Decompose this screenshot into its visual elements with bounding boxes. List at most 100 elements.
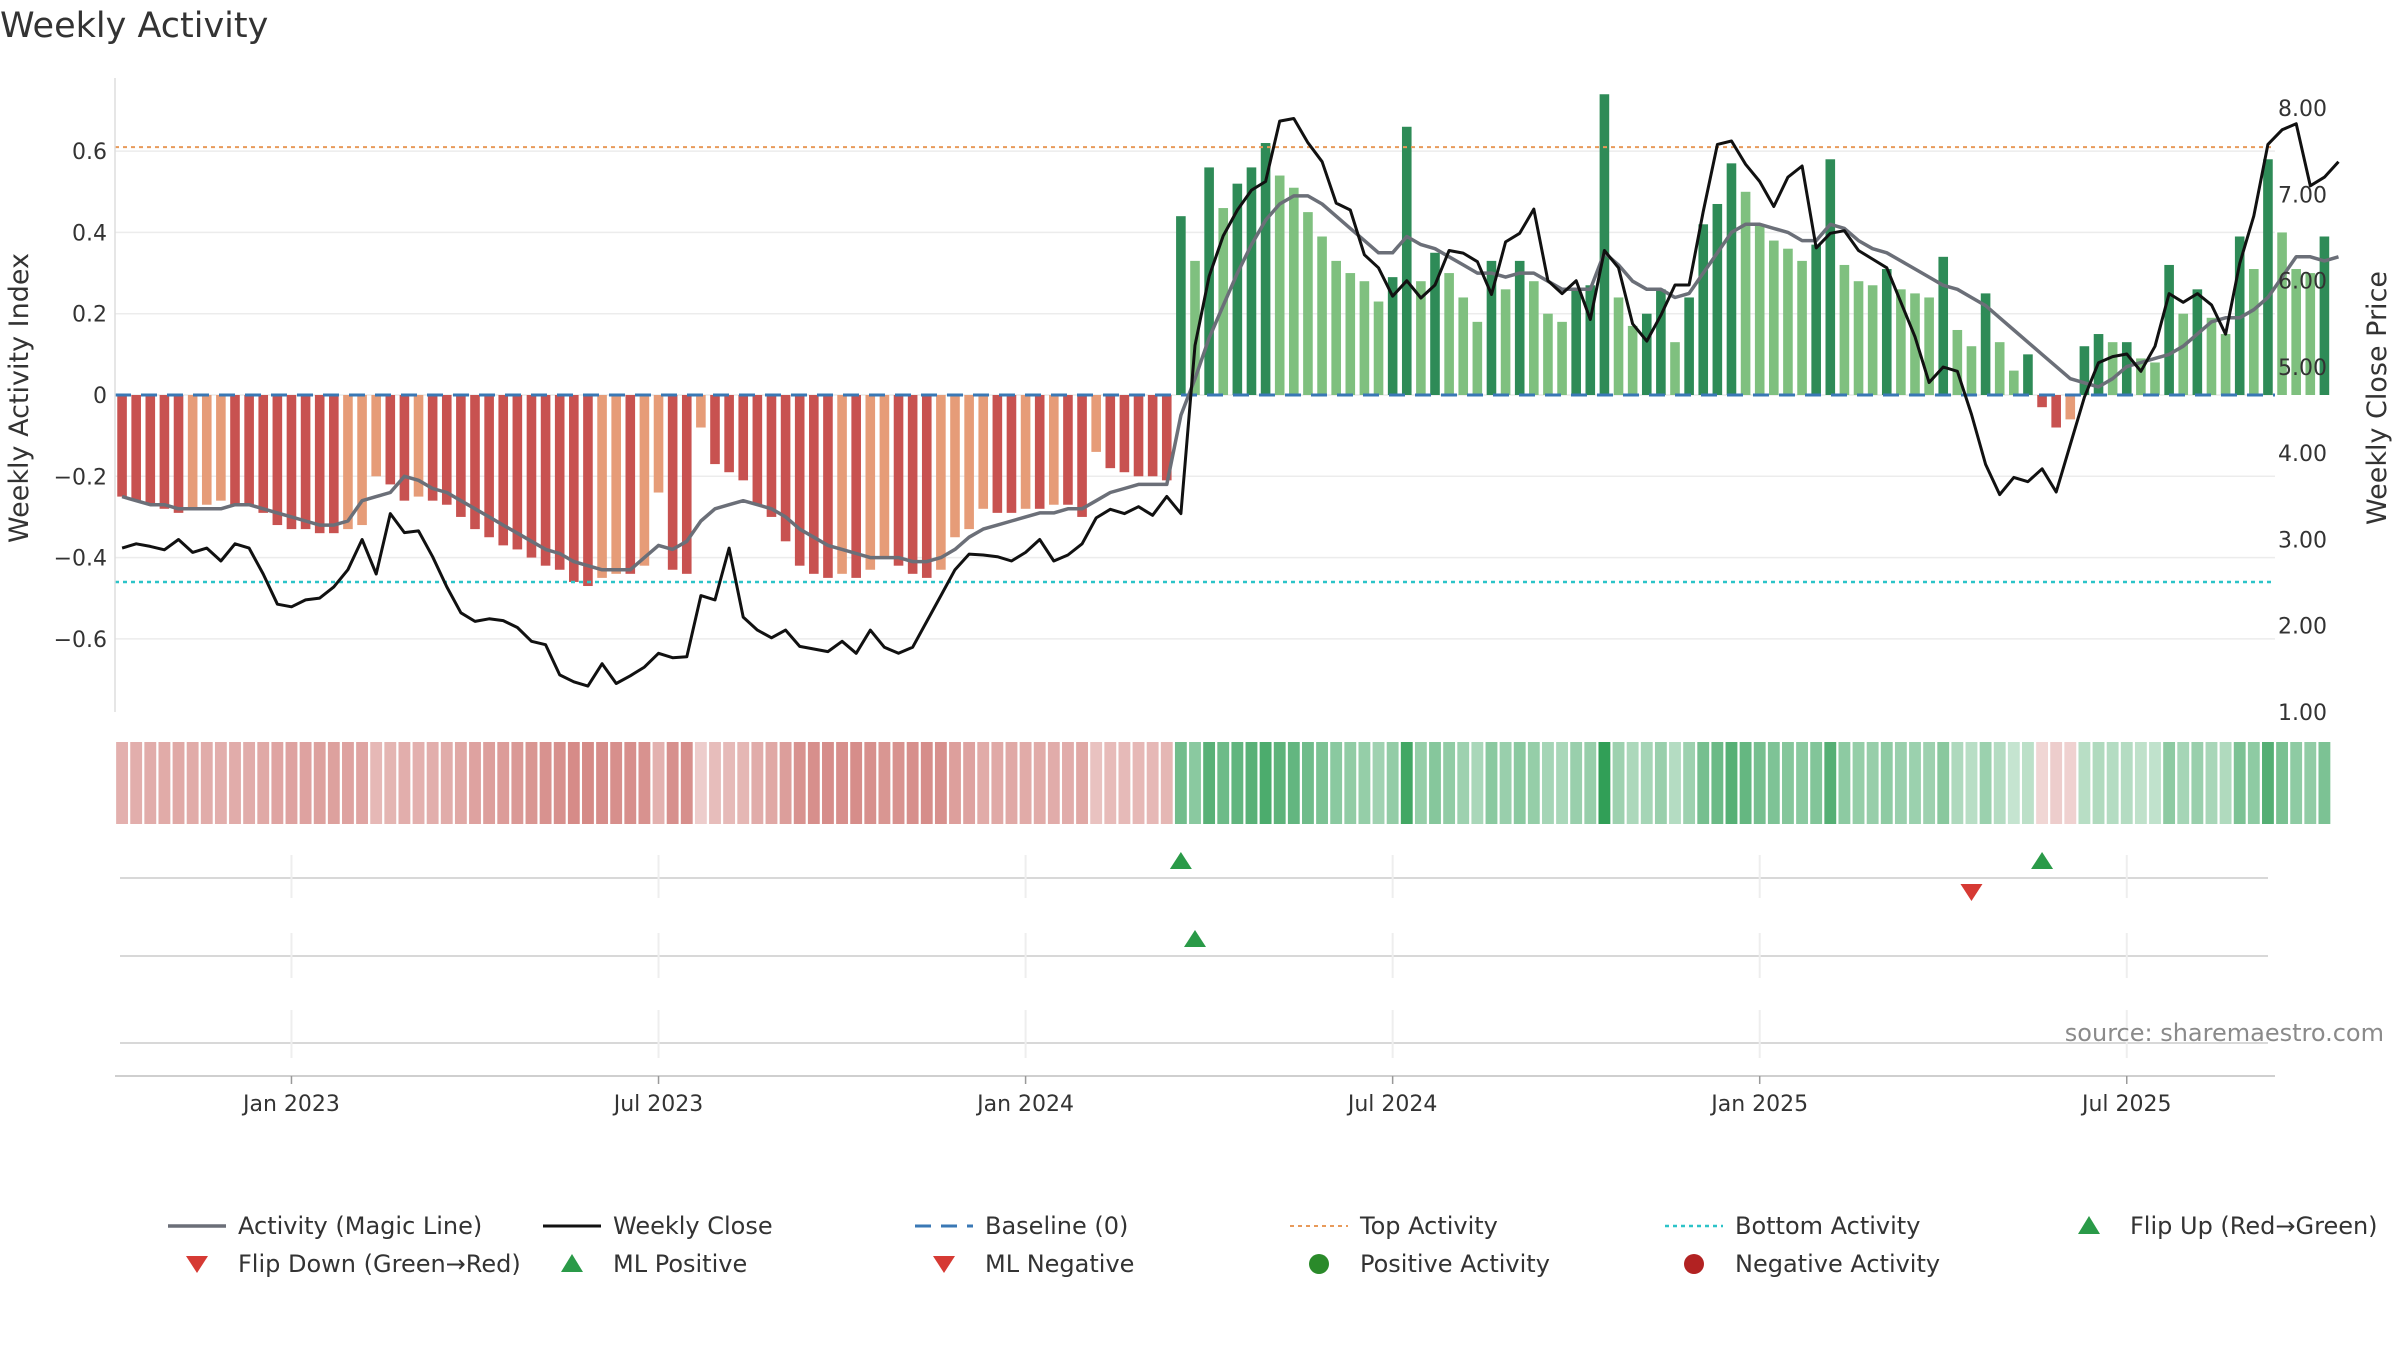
- y2-tick-label: 4.00: [2278, 442, 2327, 467]
- heat-cell: [1429, 742, 1441, 824]
- activity-bar: [2065, 395, 2076, 420]
- activity-bars: [117, 94, 2330, 587]
- activity-bar: [498, 395, 509, 546]
- heat-cell: [2247, 742, 2260, 824]
- heat-cell: [370, 742, 383, 824]
- activity-bar: [244, 395, 254, 505]
- heat-cell: [779, 742, 792, 824]
- activity-bar: [1246, 167, 1257, 395]
- activity-bar: [286, 395, 297, 530]
- activity-bar: [766, 395, 777, 517]
- activity-bar: [2249, 269, 2259, 395]
- heat-cell: [440, 742, 453, 824]
- activity-bar: [540, 395, 551, 566]
- heat-cell: [596, 742, 608, 824]
- heat-cell: [1330, 742, 1343, 824]
- activity-bar: [1359, 281, 1370, 395]
- heat-cell: [229, 742, 241, 824]
- activity-bar: [1289, 187, 1299, 395]
- heat-cell: [1951, 742, 1964, 824]
- y-tick-label: 0.2: [72, 303, 107, 328]
- activity-bar: [1190, 260, 1200, 395]
- heat-cell: [680, 742, 693, 824]
- activity-bar: [2023, 354, 2033, 395]
- heat-cell: [1471, 742, 1484, 824]
- activity-bar: [752, 395, 763, 505]
- heat-cell: [807, 742, 820, 824]
- heat-cell: [1386, 742, 1399, 824]
- activity-bar: [2079, 346, 2090, 395]
- heat-cell: [1189, 742, 1201, 824]
- heat-cell: [1231, 742, 1244, 824]
- y2-tick-label: 2.00: [2278, 615, 2327, 640]
- activity-bar: [823, 395, 833, 578]
- activity-bar: [780, 395, 791, 542]
- heat-cell: [483, 742, 496, 824]
- heat-cell: [1273, 742, 1286, 824]
- heat-cell: [1824, 742, 1837, 824]
- activity-bar: [724, 395, 734, 473]
- x-tick-label: Jan 2024: [975, 1092, 1074, 1117]
- activity-bar: [1585, 285, 1596, 395]
- heat-cell: [1796, 742, 1808, 824]
- legend-label: Weekly Close: [613, 1212, 773, 1240]
- heat-cell: [1104, 742, 1117, 824]
- activity-bar: [2037, 395, 2047, 408]
- heat-cell: [172, 742, 185, 824]
- heat-cell: [949, 742, 961, 824]
- heat-cell: [1753, 742, 1766, 824]
- y2-tick-label: 5.00: [2278, 356, 2327, 381]
- activity-bar: [1641, 313, 1652, 395]
- activity-bar: [2277, 232, 2287, 395]
- heat-cell: [469, 742, 481, 824]
- heat-cell: [709, 742, 721, 824]
- activity-bar: [2305, 273, 2316, 395]
- legend-label: ML Positive: [613, 1250, 747, 1278]
- activity-bar: [865, 395, 876, 570]
- activity-bar: [2150, 362, 2160, 395]
- activity-bar: [1345, 273, 1356, 395]
- activity-bar: [1020, 395, 1031, 509]
- activity-bar: [1853, 281, 1864, 395]
- x-tick-label: Jul 2023: [612, 1092, 704, 1117]
- activity-bar: [1387, 277, 1398, 395]
- activity-bar: [639, 395, 650, 566]
- heat-cell: [1866, 742, 1879, 824]
- heat-cell: [285, 742, 298, 824]
- activity-bar: [159, 395, 170, 509]
- legend-label: Flip Down (Green→Red): [238, 1250, 521, 1278]
- triangle-down-icon: [933, 1256, 955, 1273]
- activity-bar: [1839, 264, 1850, 395]
- heat-cell: [186, 742, 199, 824]
- y-tick-label: −0.6: [54, 628, 107, 653]
- heat-cell: [553, 742, 566, 824]
- heat-cell: [1570, 742, 1583, 824]
- activity-bar: [1811, 244, 1821, 395]
- activity-bar: [173, 395, 184, 513]
- heat-cell: [892, 742, 905, 824]
- heat-cell: [1047, 742, 1060, 824]
- heat-cell: [327, 742, 340, 824]
- heat-cell: [1217, 742, 1230, 824]
- heat-cell: [1344, 742, 1357, 824]
- heat-cell: [1302, 742, 1314, 824]
- heat-cell: [1909, 742, 1921, 824]
- heat-cell: [539, 742, 552, 824]
- heat-cell: [737, 742, 750, 824]
- activity-bar: [484, 395, 494, 538]
- heat-cell: [511, 742, 524, 824]
- activity-bar: [950, 395, 960, 538]
- activity-bar: [1529, 281, 1539, 395]
- x-tick-label: Jul 2025: [2080, 1092, 2172, 1117]
- heat-cell: [977, 742, 990, 824]
- heat-cell: [2262, 742, 2274, 824]
- activity-bar: [1274, 175, 1285, 395]
- heat-cell: [1993, 742, 2006, 824]
- heat-cell: [723, 742, 736, 824]
- activity-bar: [1881, 269, 1892, 395]
- legend-label: Top Activity: [1359, 1212, 1498, 1240]
- heat-cell: [1880, 742, 1893, 824]
- y2-tick-label: 1.00: [2278, 701, 2327, 726]
- legend: Activity (Magic Line) Weekly Close Baselin…: [168, 1212, 2378, 1278]
- heat-cell: [1203, 742, 1216, 824]
